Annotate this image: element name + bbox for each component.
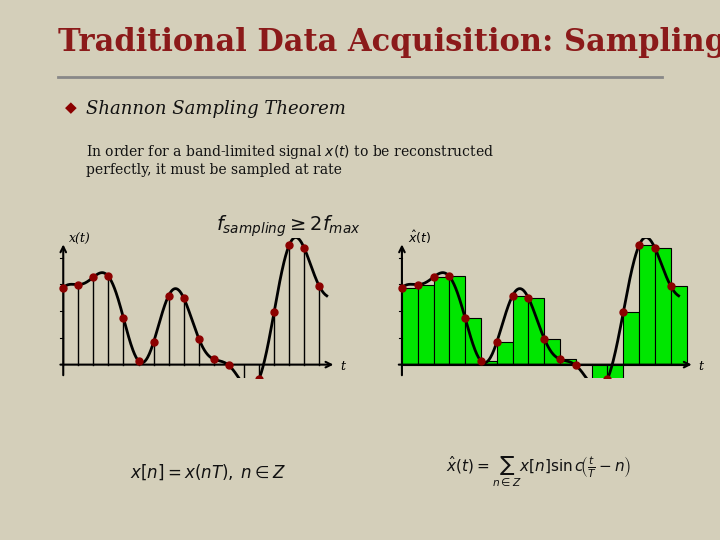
Text: x(t): x(t) [69, 233, 91, 246]
Point [602, 375, 613, 383]
Bar [402, 288, 418, 364]
Bar [671, 286, 687, 364]
Point [618, 308, 629, 316]
Point [586, 381, 598, 389]
Point [475, 356, 487, 365]
Bar [418, 285, 433, 365]
Bar [528, 298, 544, 365]
Point [634, 241, 645, 249]
Point [284, 241, 295, 249]
Text: Shannon Sampling Theorem: Shannon Sampling Theorem [86, 100, 346, 118]
Bar [560, 359, 576, 364]
Point [665, 282, 677, 291]
Point [444, 272, 455, 281]
Bar [639, 245, 655, 364]
Point [58, 284, 69, 292]
Point [396, 284, 408, 292]
Point [118, 314, 130, 322]
Text: t: t [698, 360, 703, 373]
Point [238, 381, 250, 389]
Point [428, 273, 439, 281]
Bar [513, 295, 528, 364]
Point [459, 314, 471, 322]
Point [178, 294, 189, 302]
Point [523, 294, 534, 302]
Point [491, 338, 503, 346]
Point [539, 334, 550, 343]
Text: Traditional Data Acquisition: Sampling: Traditional Data Acquisition: Sampling [58, 27, 720, 58]
Point [554, 355, 566, 363]
Point [193, 334, 204, 343]
Point [103, 272, 114, 281]
Bar [576, 364, 592, 366]
Point [269, 308, 280, 316]
Bar [544, 339, 560, 364]
Point [73, 280, 84, 289]
Point [313, 282, 325, 291]
Point [148, 338, 159, 346]
Point [253, 375, 265, 383]
Point [649, 244, 661, 252]
Point [223, 361, 235, 370]
Point [208, 355, 220, 363]
Point [507, 291, 518, 300]
Bar [608, 364, 624, 379]
Bar [481, 361, 497, 365]
Text: $\hat{x}(t)$: $\hat{x}(t)$ [408, 229, 431, 246]
Text: t: t [340, 360, 345, 373]
Text: $\hat{x}(t) = \sum_{n \in Z} x[n] \sin c\!\left(\frac{t}{T} - n\right)$: $\hat{x}(t) = \sum_{n \in Z} x[n] \sin c… [446, 455, 631, 489]
Point [570, 361, 582, 370]
Bar [655, 248, 671, 364]
Bar [497, 342, 513, 364]
Text: In order for a band-limited signal $x(t)$ to be reconstructed
perfectly, it must: In order for a band-limited signal $x(t)… [86, 143, 495, 177]
Bar [592, 364, 608, 385]
Point [412, 280, 423, 289]
Bar [624, 312, 639, 365]
Bar [449, 276, 465, 365]
Text: ◆: ◆ [65, 100, 76, 116]
Bar [433, 277, 449, 364]
Text: $f_{sampling} \geq 2f_{max}$: $f_{sampling} \geq 2f_{max}$ [216, 214, 361, 239]
Point [298, 244, 310, 252]
Point [132, 356, 144, 365]
Point [163, 291, 174, 300]
Point [88, 273, 99, 281]
Bar [465, 318, 481, 365]
Text: $x[n] = x(nT), \; n \in Z$: $x[n] = x(nT), \; n \in Z$ [130, 462, 286, 482]
